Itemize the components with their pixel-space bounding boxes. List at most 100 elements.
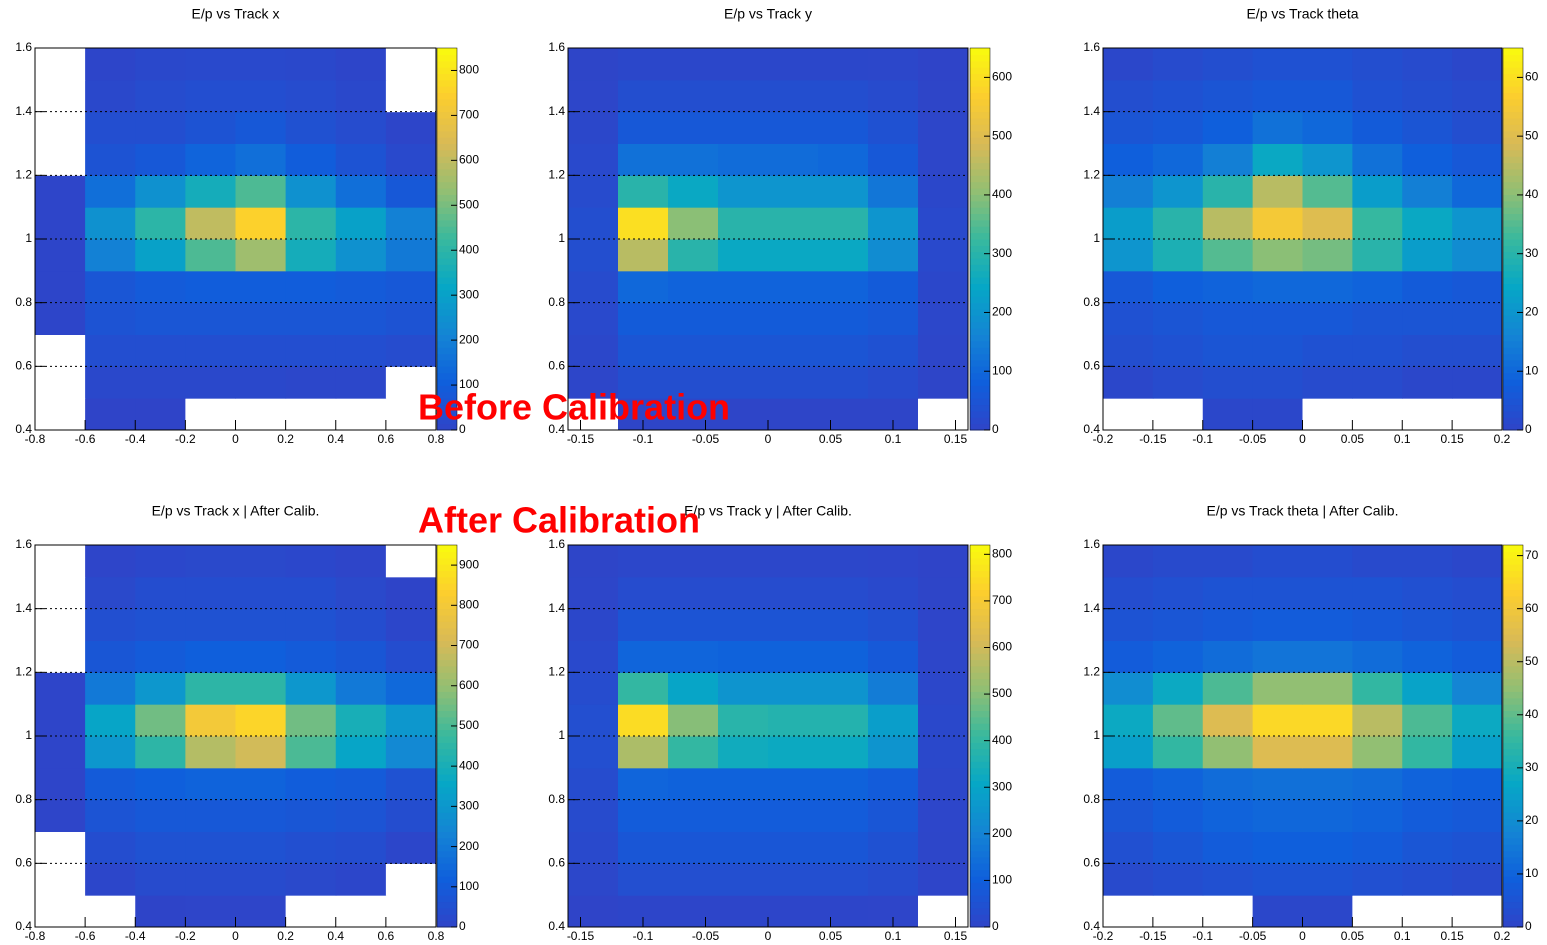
y-tick-label: 1.4 [1083, 104, 1100, 118]
heat-cell [1252, 545, 1303, 578]
colorbar-step [1503, 869, 1523, 877]
heat-cell [85, 545, 136, 578]
heat-cell [1352, 366, 1403, 399]
colorbar-step [1503, 54, 1523, 62]
colorbar-step [1503, 685, 1523, 692]
colorbar-step [1503, 602, 1523, 610]
x-tick-label: 0.15 [1440, 929, 1464, 943]
heat-cell [918, 895, 969, 928]
colorbar-step [1503, 423, 1523, 431]
colorbar-step [1503, 111, 1523, 119]
colorbar-step [437, 704, 457, 712]
heat-cell [1202, 895, 1254, 928]
heat-cell [1302, 143, 1353, 176]
heat-cell [335, 48, 387, 81]
heat-cell [1103, 608, 1154, 641]
heat-cell [1152, 704, 1204, 737]
colorbar-step [1503, 589, 1523, 597]
heat-cell [668, 239, 719, 272]
heat-cell [1202, 831, 1254, 864]
colorbar-tick-label: 200 [459, 332, 479, 346]
x-tick-label: 0 [232, 432, 239, 446]
colorbar-step [437, 685, 457, 692]
heat-cell [385, 48, 437, 81]
heat-cell [335, 207, 387, 240]
y-tick-label: 1.4 [548, 601, 565, 615]
heat-cell [285, 175, 337, 208]
colorbar-step [1503, 328, 1523, 335]
y-tick-label: 1.4 [548, 104, 565, 118]
heat-cell [1252, 895, 1303, 928]
heat-cell [1302, 302, 1353, 335]
heat-cell [718, 48, 769, 81]
colorbar-step [437, 124, 457, 132]
x-tick-label: 0.15 [1440, 432, 1464, 446]
colorbar-tick-label: 900 [459, 557, 479, 571]
heat-cell [135, 48, 186, 81]
heat-cell [818, 239, 869, 272]
x-tick-label: 0 [1299, 929, 1306, 943]
heat-cell [868, 175, 919, 208]
colorbar-step [437, 697, 457, 705]
colorbar-step [437, 729, 457, 737]
heat-cell [1352, 143, 1403, 176]
colorbar-step [437, 245, 457, 253]
heat-cell [1252, 207, 1303, 240]
colorbar-step [1503, 799, 1523, 807]
heat-cell [1202, 111, 1254, 144]
heat-cell [1103, 48, 1154, 81]
colorbar-step [1503, 340, 1523, 348]
colorbar-step [970, 353, 990, 361]
colorbar-step [437, 417, 457, 425]
colorbar-step [1503, 385, 1523, 393]
heat-cell [185, 736, 236, 769]
colorbar-tick-label: 0 [459, 919, 466, 933]
heat-cell [1402, 334, 1453, 367]
colorbar-step [970, 901, 990, 909]
colorbar-step [1503, 767, 1523, 775]
heat-cell [1352, 767, 1403, 801]
colorbar-step [437, 328, 457, 335]
heat-cell [335, 799, 387, 832]
colorbar-step [437, 48, 457, 55]
colorbar-step [437, 825, 457, 832]
heat-cell [718, 175, 769, 208]
heat-cell [1352, 270, 1403, 304]
heat-cell [1402, 79, 1453, 113]
heat-cell [818, 111, 869, 144]
colorbar-tick-label: 200 [992, 305, 1012, 319]
heat-cell [1352, 799, 1403, 832]
colorbar-step [1503, 742, 1523, 750]
heat-cell [1103, 640, 1154, 673]
heat-cell [285, 398, 337, 431]
heat-cell [1103, 576, 1154, 610]
x-tick-label: 0.05 [1341, 432, 1365, 446]
heat-cell [1202, 79, 1254, 113]
x-tick-label: 0.4 [327, 929, 344, 943]
heat-cell [1402, 270, 1453, 304]
heat-cell [35, 48, 86, 81]
colorbar-step [1503, 417, 1523, 425]
heat-cell [818, 270, 869, 304]
heat-cell [285, 143, 337, 176]
y-tick-label: 1.2 [15, 168, 32, 182]
heat-cell [768, 895, 819, 928]
colorbar-step [437, 672, 457, 680]
colorbar-step [1503, 665, 1523, 673]
colorbar-step [970, 67, 990, 74]
colorbar-step [1503, 907, 1523, 915]
colorbar-step [1503, 48, 1523, 55]
heat-cell [135, 239, 186, 272]
colorbar-step [1503, 353, 1523, 361]
colorbar-step [1503, 181, 1523, 189]
annotation: Before Calibration [418, 387, 730, 428]
colorbar-step [437, 283, 457, 291]
heat-cell [568, 79, 619, 113]
heat-cell [1202, 608, 1254, 641]
colorbar-step [1503, 653, 1523, 661]
heat-cell [1352, 545, 1403, 578]
colorbar-step [437, 608, 457, 616]
x-tick-label: -0.2 [175, 929, 196, 943]
heat-cell [1402, 672, 1453, 705]
colorbar-step [970, 98, 990, 106]
